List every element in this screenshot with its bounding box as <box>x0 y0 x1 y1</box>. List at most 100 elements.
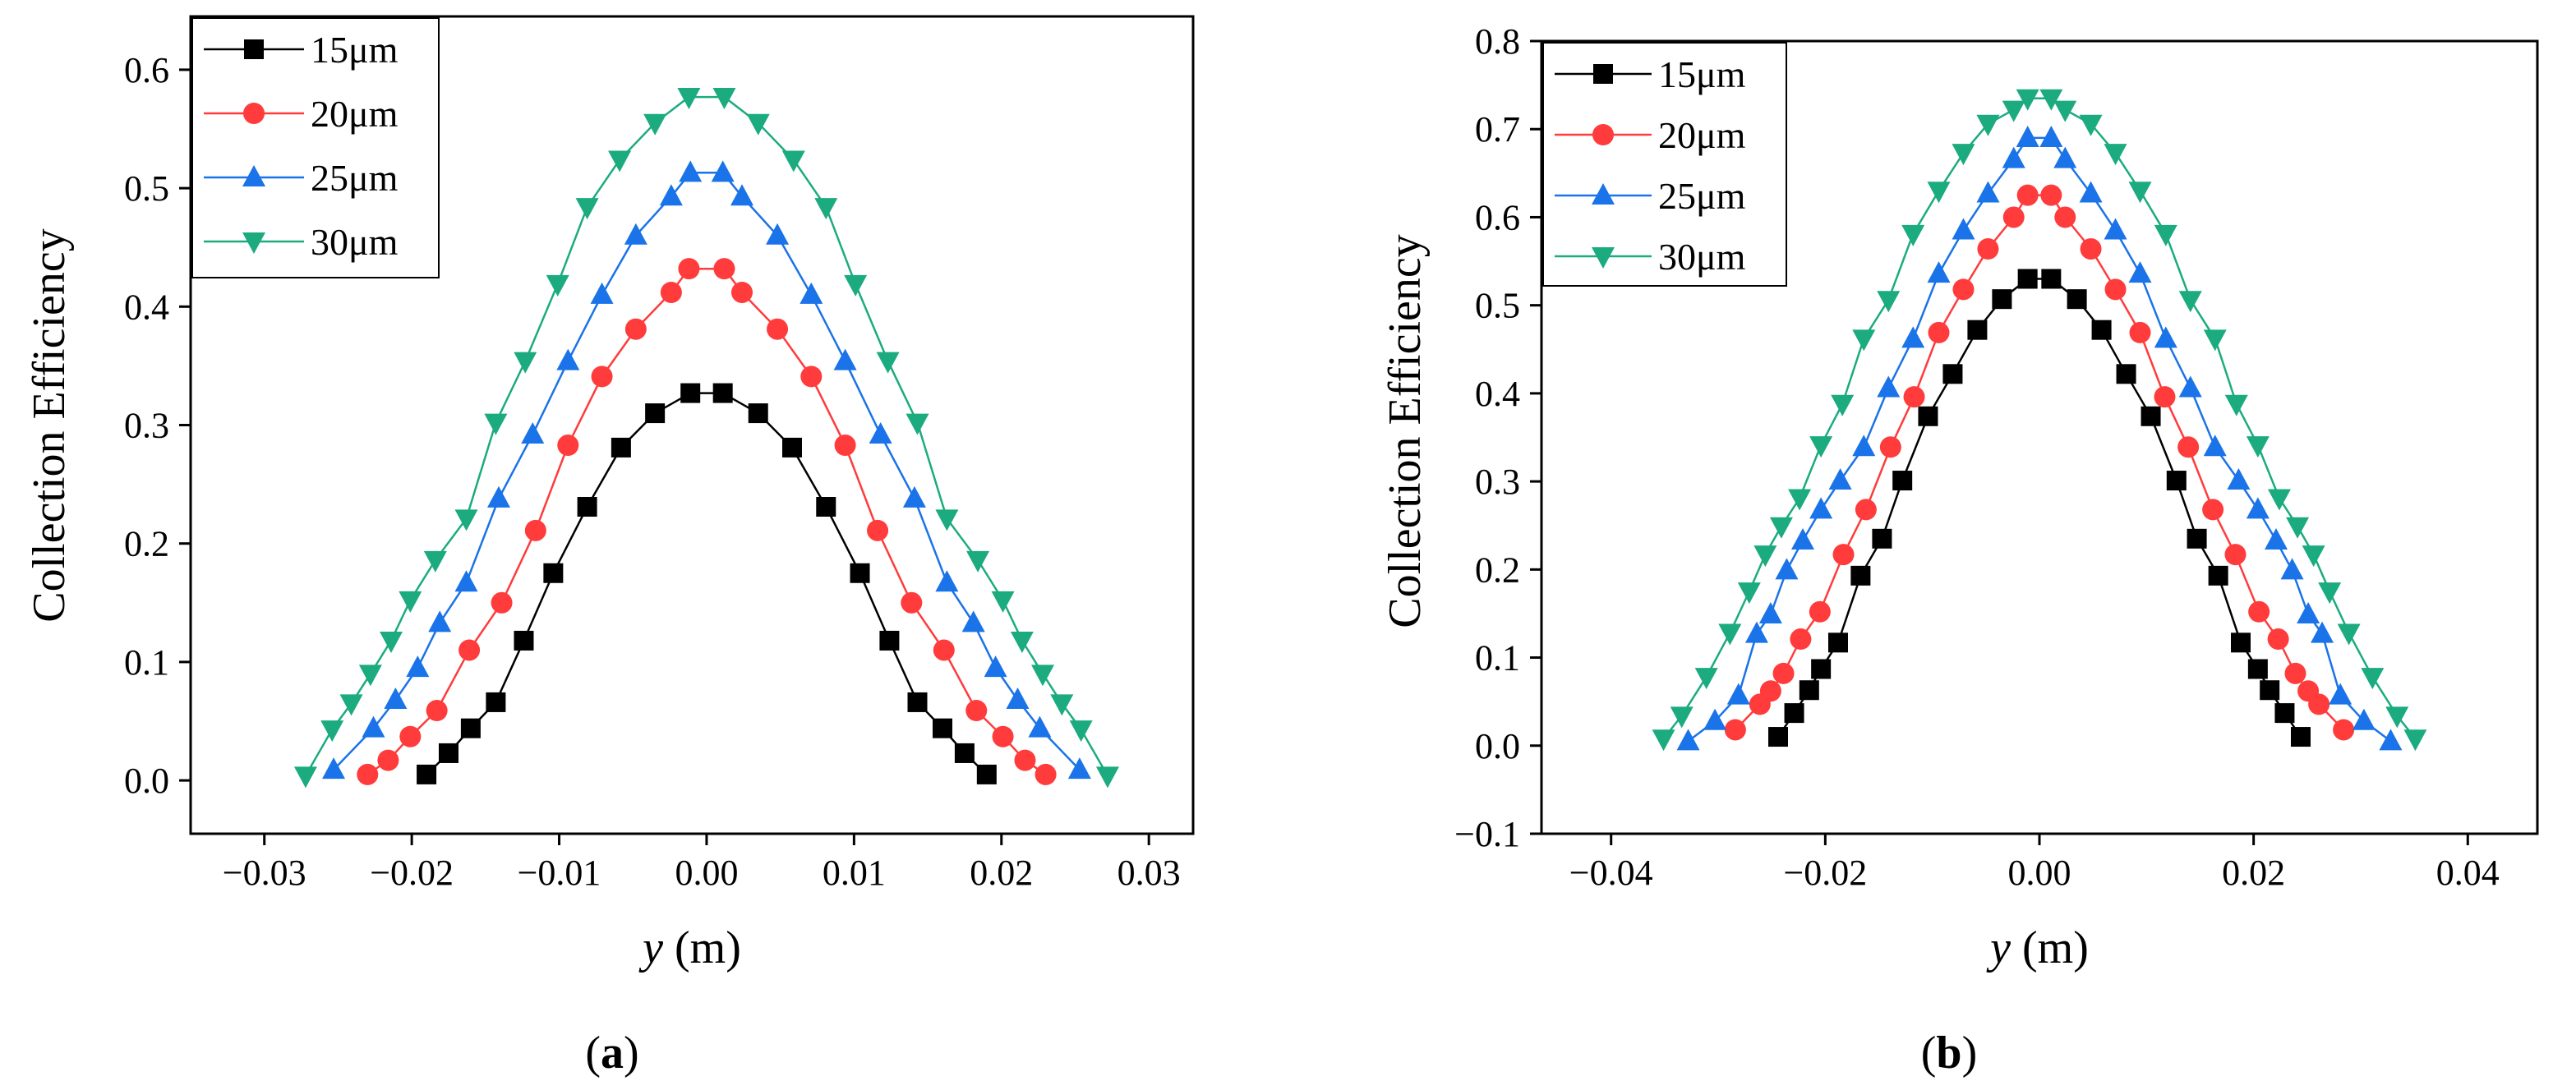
data-point <box>624 223 647 245</box>
series-line-0 <box>1776 278 2302 738</box>
data-point <box>1852 329 1876 352</box>
data-point <box>357 763 379 785</box>
y-tick-label: 0.5 <box>124 168 169 209</box>
data-point <box>748 403 768 424</box>
x-axis-unit-a: (m) <box>663 922 741 973</box>
data-point <box>459 639 481 661</box>
data-point <box>1006 688 1030 710</box>
legend-label: 25μm <box>1658 175 1746 217</box>
legend-box-a <box>191 17 440 278</box>
ticks-b: −0.04 −0.02 0.00 0.02 0.04 −0.1 0.0 0.1 0.2 0.3 0.… <box>1454 21 2500 893</box>
data-point <box>879 630 900 651</box>
legend-label: 20μm <box>311 93 399 135</box>
data-point <box>991 591 1015 613</box>
data-point <box>660 281 682 303</box>
legend-items-a: 15μm 20μm 25μm 30μm <box>204 29 399 263</box>
series-markers-b <box>1652 89 2427 752</box>
data-point <box>1703 708 1727 730</box>
data-point <box>2302 545 2325 568</box>
data-point <box>1831 394 1855 416</box>
data-point <box>2016 184 2039 206</box>
data-point <box>2208 565 2228 586</box>
data-point <box>377 749 399 771</box>
data-point <box>1676 729 1700 751</box>
y-tick-label: 0.7 <box>1475 109 1520 149</box>
data-point <box>1892 471 1913 491</box>
panel-label-b-open: ( <box>1921 1028 1937 1079</box>
data-point <box>1877 291 1901 313</box>
data-point <box>992 725 1014 747</box>
data-point <box>454 509 478 531</box>
data-point <box>834 435 856 457</box>
data-point <box>1852 435 1876 457</box>
data-point <box>1014 749 1036 771</box>
data-point <box>1035 763 1057 785</box>
data-point <box>1927 261 1951 283</box>
data-point <box>293 766 317 789</box>
data-point <box>521 422 545 444</box>
data-point <box>1927 182 1951 204</box>
legend-a: 15μm 20μm 25μm 30μm <box>191 17 440 278</box>
data-point <box>2308 693 2330 715</box>
data-point <box>624 318 647 340</box>
data-point <box>2379 729 2403 751</box>
data-point <box>2104 218 2127 240</box>
data-point <box>1788 489 1812 511</box>
data-point <box>766 223 790 245</box>
x-tick-label: −0.02 <box>370 853 454 893</box>
data-point <box>712 88 736 110</box>
data-point <box>800 282 823 304</box>
x-axis-title-b: y (m) <box>1986 922 2089 973</box>
data-point <box>2203 329 2227 352</box>
data-point <box>1901 224 1925 246</box>
data-point <box>514 352 537 374</box>
legend-marker <box>243 103 265 124</box>
data-point <box>844 274 868 297</box>
data-point <box>426 700 448 722</box>
data-point <box>1772 662 1795 684</box>
data-point <box>712 383 733 403</box>
data-point <box>557 435 579 457</box>
data-point <box>2002 206 2025 228</box>
data-point <box>2247 659 2268 679</box>
data-point <box>906 413 929 435</box>
legend-label: 30μm <box>1658 236 1746 278</box>
data-point <box>2154 224 2177 246</box>
x-tick-label: 0.03 <box>1117 853 1181 893</box>
legend-b: 15μm 20μm 25μm 30μm <box>1542 42 1787 287</box>
data-point <box>2333 719 2355 741</box>
data-point <box>850 563 870 583</box>
series-line-3 <box>304 95 1108 776</box>
data-point <box>1928 321 1950 343</box>
legend-label: 15μm <box>311 29 399 71</box>
data-point <box>2016 125 2039 147</box>
data-point <box>460 718 481 738</box>
legend-label: 25μm <box>311 157 399 199</box>
data-point <box>1879 436 1901 458</box>
data-point <box>1067 757 1091 780</box>
data-point <box>384 688 408 710</box>
data-point <box>611 437 631 458</box>
panel-label-b-letter: b <box>1936 1028 1961 1079</box>
data-point <box>1652 729 1675 752</box>
legend-label: 20μm <box>1658 114 1746 156</box>
data-point <box>1828 468 1852 490</box>
data-point <box>976 764 997 784</box>
data-point <box>2203 435 2227 457</box>
data-point <box>1811 659 1832 679</box>
data-point <box>1050 694 1074 716</box>
data-point <box>2040 184 2062 206</box>
data-point <box>2002 146 2025 168</box>
x-tick-label: −0.01 <box>518 853 601 893</box>
legend-marker <box>242 165 265 186</box>
data-point <box>514 630 534 651</box>
data-point <box>2141 406 2161 426</box>
panel-label-b: (b) <box>1921 1028 1977 1079</box>
chart-panel-a: −0.03 −0.02 −0.01 0.00 0.01 0.02 0.03 0.0 0.1 0.2… <box>24 15 1195 1079</box>
data-point <box>1753 545 1777 568</box>
y-tick-label: 0.2 <box>1475 550 1520 590</box>
data-point <box>2352 708 2376 730</box>
data-point <box>1809 600 1831 623</box>
y-tick-label: 0.5 <box>1475 286 1520 326</box>
data-point <box>1670 706 1694 729</box>
